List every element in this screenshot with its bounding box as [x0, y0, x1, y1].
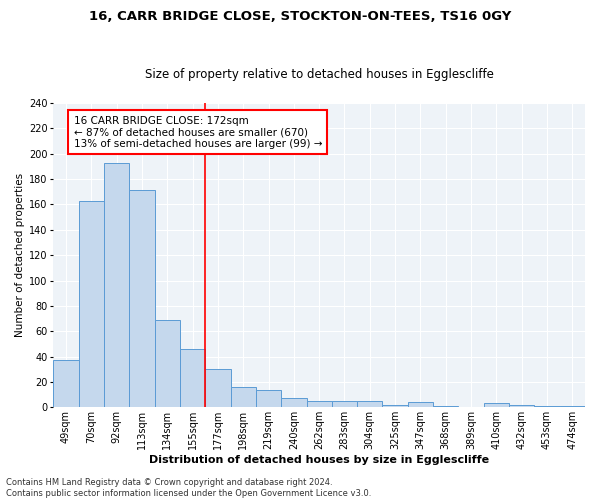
Bar: [535, 406, 560, 407]
Bar: [433, 406, 458, 407]
Bar: [155, 320, 180, 408]
Bar: [484, 404, 509, 407]
Bar: [205, 370, 230, 408]
Y-axis label: Number of detached properties: Number of detached properties: [15, 173, 25, 337]
Bar: [79, 200, 104, 408]
Text: Contains HM Land Registry data © Crown copyright and database right 2024.
Contai: Contains HM Land Registry data © Crown c…: [6, 478, 371, 498]
X-axis label: Distribution of detached houses by size in Egglescliffe: Distribution of detached houses by size …: [149, 455, 489, 465]
Bar: [560, 406, 585, 407]
Title: Size of property relative to detached houses in Egglescliffe: Size of property relative to detached ho…: [145, 68, 494, 81]
Bar: [230, 387, 256, 407]
Bar: [129, 190, 155, 408]
Bar: [408, 402, 433, 407]
Bar: [382, 405, 408, 407]
Bar: [332, 401, 357, 407]
Bar: [357, 401, 382, 407]
Bar: [53, 360, 79, 408]
Bar: [281, 398, 307, 407]
Bar: [104, 162, 129, 408]
Text: 16 CARR BRIDGE CLOSE: 172sqm
← 87% of detached houses are smaller (670)
13% of s: 16 CARR BRIDGE CLOSE: 172sqm ← 87% of de…: [74, 116, 322, 149]
Bar: [307, 401, 332, 407]
Text: 16, CARR BRIDGE CLOSE, STOCKTON-ON-TEES, TS16 0GY: 16, CARR BRIDGE CLOSE, STOCKTON-ON-TEES,…: [89, 10, 511, 23]
Bar: [180, 349, 205, 408]
Bar: [256, 390, 281, 407]
Bar: [509, 405, 535, 407]
